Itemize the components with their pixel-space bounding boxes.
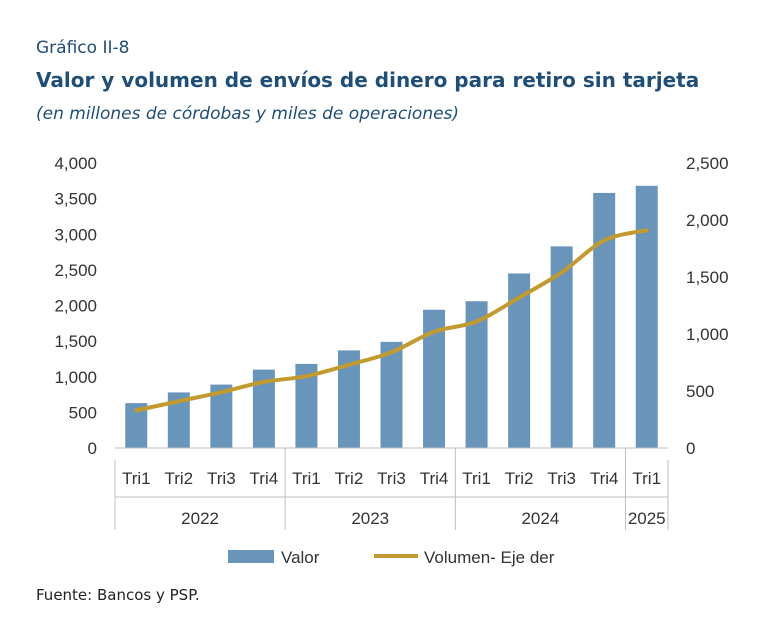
- y-left-tick-label: 0: [88, 439, 97, 458]
- y-left-tick-label: 3,500: [54, 190, 97, 209]
- x-group-label: 2024: [521, 509, 559, 528]
- y-left-tick-label: 4,000: [54, 154, 97, 173]
- x-tick-label: Tri4: [250, 469, 279, 488]
- bar-valor: [465, 301, 488, 448]
- x-group-label: 2025: [628, 509, 666, 528]
- y-right-tick-label: 1,500: [686, 268, 729, 287]
- bar-valor: [210, 384, 233, 448]
- bar-valor: [167, 392, 190, 448]
- y-left-tick-label: 500: [69, 403, 97, 422]
- x-tick-label: Tri3: [207, 469, 236, 488]
- x-tick-label: Tri1: [122, 469, 151, 488]
- y-left-tick-label: 2,500: [54, 261, 97, 280]
- legend-swatch-valor: [228, 550, 274, 563]
- chart-title: Valor y volumen de envíos de dinero para…: [36, 68, 700, 92]
- y-left-tick-label: 1,500: [54, 332, 97, 351]
- y-right-tick-label: 0: [686, 439, 695, 458]
- y-right-tick-label: 1,000: [686, 325, 729, 344]
- bar-valor: [125, 403, 148, 448]
- source-note: Fuente: Bancos y PSP.: [36, 586, 200, 604]
- bar-valor: [508, 273, 531, 448]
- x-tick-label: Tri1: [462, 469, 491, 488]
- x-tick-label: Tri2: [505, 469, 534, 488]
- bar-valor: [550, 246, 573, 448]
- bar-valor: [337, 350, 360, 448]
- x-tick-label: Tri3: [547, 469, 576, 488]
- x-tick-label: Tri4: [590, 469, 619, 488]
- figure-label: Gráfico II-8: [36, 38, 130, 58]
- bar-valor: [252, 369, 275, 448]
- x-tick-label: Tri3: [377, 469, 406, 488]
- bar-valor: [295, 363, 318, 448]
- x-tick-label: Tri4: [420, 469, 449, 488]
- y-right-tick-label: 2,500: [686, 154, 729, 173]
- x-tick-label: Tri2: [335, 469, 364, 488]
- bar-valor: [380, 341, 403, 448]
- legend-label-volumen: Volumen- Eje der: [424, 548, 555, 567]
- chart-subtitle: (en millones de córdobas y miles de oper…: [36, 104, 460, 124]
- x-tick-label: Tri2: [164, 469, 193, 488]
- x-tick-label: Tri1: [632, 469, 661, 488]
- x-tick-label: Tri1: [292, 469, 321, 488]
- bar-valor: [593, 192, 616, 448]
- x-group-label: 2023: [351, 509, 389, 528]
- y-right-tick-label: 2,000: [686, 211, 729, 230]
- bar-valor: [635, 185, 658, 449]
- y-left-tick-label: 3,000: [54, 225, 97, 244]
- y-right-tick-label: 500: [686, 382, 714, 401]
- x-group-label: 2022: [181, 509, 219, 528]
- legend-label-valor: Valor: [281, 548, 320, 567]
- bar-valor: [423, 309, 446, 448]
- y-left-tick-label: 2,000: [54, 297, 97, 316]
- y-left-tick-label: 1,000: [54, 368, 97, 387]
